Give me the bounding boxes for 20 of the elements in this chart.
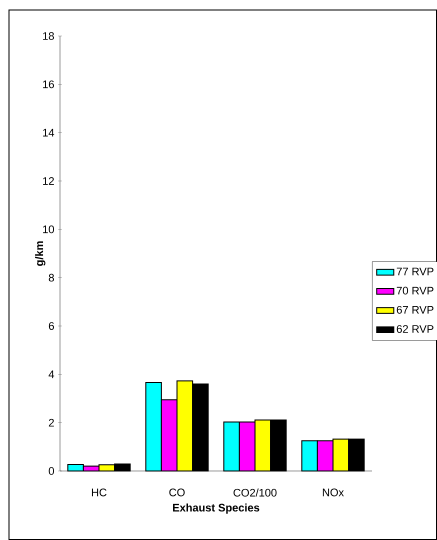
x-tick-label: NOx	[322, 488, 344, 496]
y-tick-label: 14	[43, 128, 54, 136]
legend-label: 67 RVP	[396, 306, 434, 314]
y-tick-label: 10	[43, 225, 54, 234]
legend-label: 77 RVP	[396, 268, 434, 276]
y-tick-label: 4	[48, 370, 54, 378]
legend-label: 62 RVP	[396, 325, 434, 333]
y-tick-label: 16	[43, 80, 54, 88]
y-axis-title: g/km	[35, 241, 46, 266]
y-tick-label: 0	[48, 467, 54, 475]
y-tick-label: 12	[43, 177, 54, 185]
legend-label: 70 RVP	[396, 286, 434, 295]
x-tick-label: CO2/100	[234, 488, 277, 497]
x-tick-label: HC	[92, 488, 107, 496]
y-tick-label: 18	[43, 32, 54, 40]
x-axis-title: Exhaust Species	[173, 503, 260, 514]
x-tick-label: CO	[169, 488, 185, 496]
y-tick-label: 6	[48, 322, 54, 330]
y-tick-label: 2	[48, 418, 54, 427]
y-tick-label: 8	[48, 274, 54, 282]
